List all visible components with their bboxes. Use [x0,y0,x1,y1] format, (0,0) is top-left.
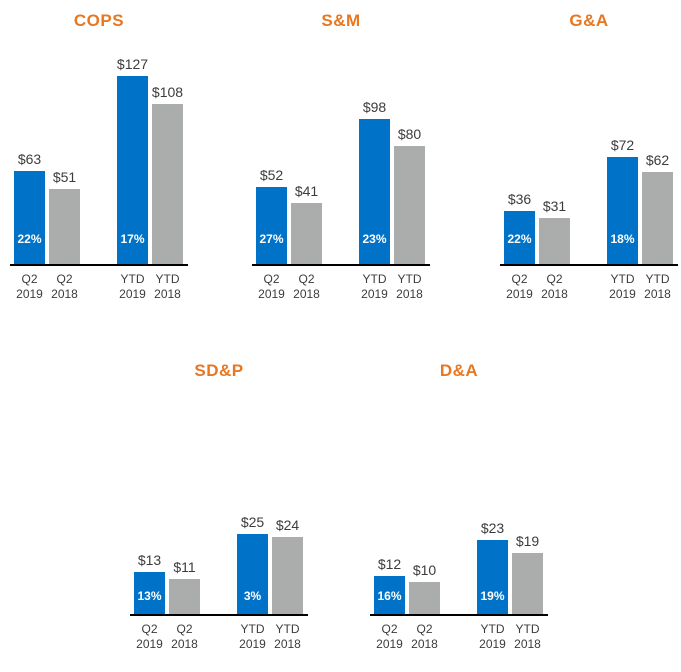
bar-pct-label: 16% [377,589,402,603]
bar-ytd-2019 [607,157,638,264]
x-axis-label: YTD 2019 [479,622,506,651]
bar-value-label: $11 [173,559,196,575]
x-axis-label: Q2 2018 [541,272,568,301]
x-axis-label: YTD 2019 [609,272,636,301]
chart-title: D&A [439,361,479,380]
bar-value-label: $31 [542,198,567,214]
x-axis-label: YTD 2019 [119,272,146,301]
x-axis-label: YTD 2018 [644,272,671,301]
chart-sdp: SD&P $13 13% $11 $25 3% $24 Q2 2019 Q2 2018 YTD… [130,358,308,660]
bar-value-label: $10 [412,562,437,578]
bar-value-label: $36 [507,191,532,207]
bar-pct-label: 17% [120,232,145,246]
bar-q2-2019 [14,171,45,264]
chart-cops: COPS $63 22% $51 $127 17% $108 Q2 2019 Q2 2018… [10,8,188,310]
bar-pct-label: 18% [610,232,635,246]
x-axis-labels: Q2 2019 Q2 2018 YTD 2019 YTD 2018 [370,622,548,660]
bar-ytd-2019 [117,76,148,264]
chart-ga: G&A $36 22% $31 $72 18% $62 Q2 2019 Q2 2018 YTD… [500,8,678,310]
bar-value-label: $51 [52,169,77,185]
x-axis-label: YTD 2018 [274,622,301,651]
bar-value-label: $13 [137,552,162,568]
bar-value-label: $72 [610,137,635,153]
bar-q2-2019 [504,211,535,264]
bar-q2-2019 [374,576,405,614]
x-axis-label: YTD 2018 [154,272,181,301]
bar-value-label: $62 [645,152,670,168]
bar-ytd-2019 [359,119,390,264]
x-axis-label: Q2 2019 [506,272,533,301]
bar-ytd-2019 [237,534,268,614]
chart-title: COPS [73,11,125,30]
x-axis-label: Q2 2019 [136,622,163,651]
bar-q2-2019 [256,187,287,264]
x-axis-label: YTD 2018 [396,272,423,301]
bar-q2-2018 [291,203,322,264]
chart-sm: S&M $52 27% $41 $98 23% $80 Q2 2019 Q2 2018 YTD… [252,8,430,310]
bar-q2-2018 [49,189,80,264]
bar-value-label: $80 [397,126,422,142]
x-axis-labels: Q2 2019 Q2 2018 YTD 2019 YTD 2018 [10,272,188,310]
bar-q2-2018 [539,218,570,264]
bar-pct-label: 3% [243,589,262,603]
bar-pct-label: 19% [480,589,505,603]
x-axis-label: Q2 2019 [16,272,43,301]
x-axis-label: Q2 2019 [258,272,285,301]
x-axis-label: Q2 2018 [171,622,198,651]
bar-pct-label: 22% [507,232,532,246]
bar-ytd-2018 [642,172,673,264]
x-axis-label: YTD 2018 [514,622,541,651]
chart-title: S&M [321,11,361,30]
bar-pct-label: 22% [17,232,42,246]
plot-area: $52 27% $41 $98 23% $80 [252,34,430,266]
x-axis-label: YTD 2019 [361,272,388,301]
plot-area: $13 13% $11 $25 3% $24 [130,384,308,616]
bar-pct-label: 13% [137,589,162,603]
bar-pct-label: 27% [259,232,284,246]
bar-value-label: $24 [275,517,300,533]
bar-value-label: $25 [240,514,265,530]
x-axis-label: YTD 2019 [239,622,266,651]
bar-q2-2019 [134,572,165,614]
bar-value-label: $52 [259,167,284,183]
bar-value-label: $41 [294,183,319,199]
x-axis-labels: Q2 2019 Q2 2018 YTD 2019 YTD 2018 [130,622,308,660]
chart-da: D&A $12 16% $10 $23 19% $19 Q2 2019 Q2 2018 YTD… [370,358,548,660]
bar-ytd-2018 [152,104,183,264]
bar-value-label: $108 [151,84,184,100]
bar-ytd-2019 [477,540,508,614]
bar-q2-2018 [169,579,200,614]
bar-q2-2018 [409,582,440,614]
x-axis-labels: Q2 2019 Q2 2018 YTD 2019 YTD 2018 [500,272,678,310]
bar-ytd-2018 [394,146,425,264]
x-axis-label: Q2 2018 [293,272,320,301]
x-axis-label: Q2 2018 [51,272,78,301]
bar-value-label: $127 [116,56,149,72]
chart-title: G&A [569,11,609,30]
x-axis-label: Q2 2019 [376,622,403,651]
bar-value-label: $23 [480,520,505,536]
plot-area: $63 22% $51 $127 17% $108 [10,34,188,266]
bar-ytd-2018 [272,537,303,614]
chart-title: SD&P [194,361,244,380]
bar-value-label: $12 [377,556,402,572]
bar-value-label: $63 [17,151,42,167]
bar-pct-label: 23% [362,232,387,246]
x-axis-labels: Q2 2019 Q2 2018 YTD 2019 YTD 2018 [252,272,430,310]
bar-value-label: $19 [515,533,540,549]
plot-area: $36 22% $31 $72 18% $62 [500,34,678,266]
bar-ytd-2018 [512,553,543,614]
plot-area: $12 16% $10 $23 19% $19 [370,384,548,616]
x-axis-label: Q2 2018 [411,622,438,651]
bar-value-label: $98 [362,99,387,115]
